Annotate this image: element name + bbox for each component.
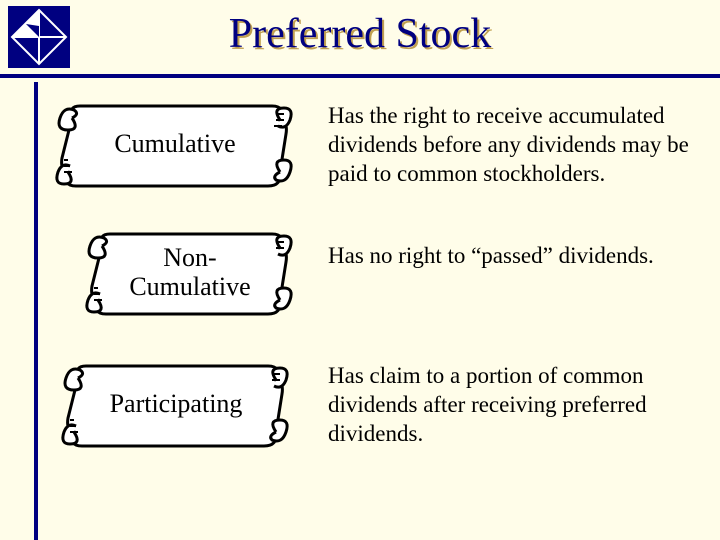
scroll-graphic: Non- Cumulative	[50, 228, 310, 318]
item-row: Non- Cumulative Has no right to “passed”…	[50, 228, 710, 318]
logo-icon	[8, 6, 70, 68]
item-row: Participating Has claim to a portion of …	[50, 360, 710, 450]
scroll-label: Participating	[96, 390, 256, 419]
item-description: Has the right to receive accumulated div…	[310, 100, 710, 188]
scroll-graphic: Participating	[50, 360, 310, 450]
item-row: Cumulative Has the right to receive accu…	[50, 100, 710, 190]
scroll-graphic: Cumulative	[50, 100, 310, 190]
content-area: Cumulative Has the right to receive accu…	[50, 100, 710, 488]
item-description: Has claim to a portion of common dividen…	[310, 360, 710, 448]
item-description: Has no right to “passed” dividends.	[310, 228, 654, 271]
vertical-rule	[34, 82, 38, 540]
header: Preferred Stock	[0, 0, 720, 78]
scroll-label: Cumulative	[100, 130, 250, 159]
scroll-label: Non- Cumulative	[120, 244, 260, 301]
page-title: Preferred Stock	[0, 0, 720, 58]
